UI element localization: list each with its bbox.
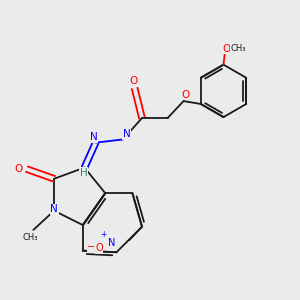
Text: O: O — [15, 164, 23, 174]
Text: O: O — [181, 90, 189, 100]
Text: N: N — [50, 204, 58, 214]
Text: N: N — [108, 238, 115, 248]
Text: O: O — [129, 76, 137, 86]
Text: CH₃: CH₃ — [231, 44, 246, 53]
Text: O: O — [95, 243, 103, 253]
Text: +: + — [100, 230, 106, 239]
Text: N: N — [123, 129, 130, 139]
Text: CH₃: CH₃ — [22, 233, 38, 242]
Text: −: − — [88, 242, 96, 253]
Text: O: O — [98, 231, 106, 241]
Text: O: O — [223, 44, 231, 54]
Text: H: H — [80, 168, 88, 178]
Text: N: N — [90, 132, 98, 142]
